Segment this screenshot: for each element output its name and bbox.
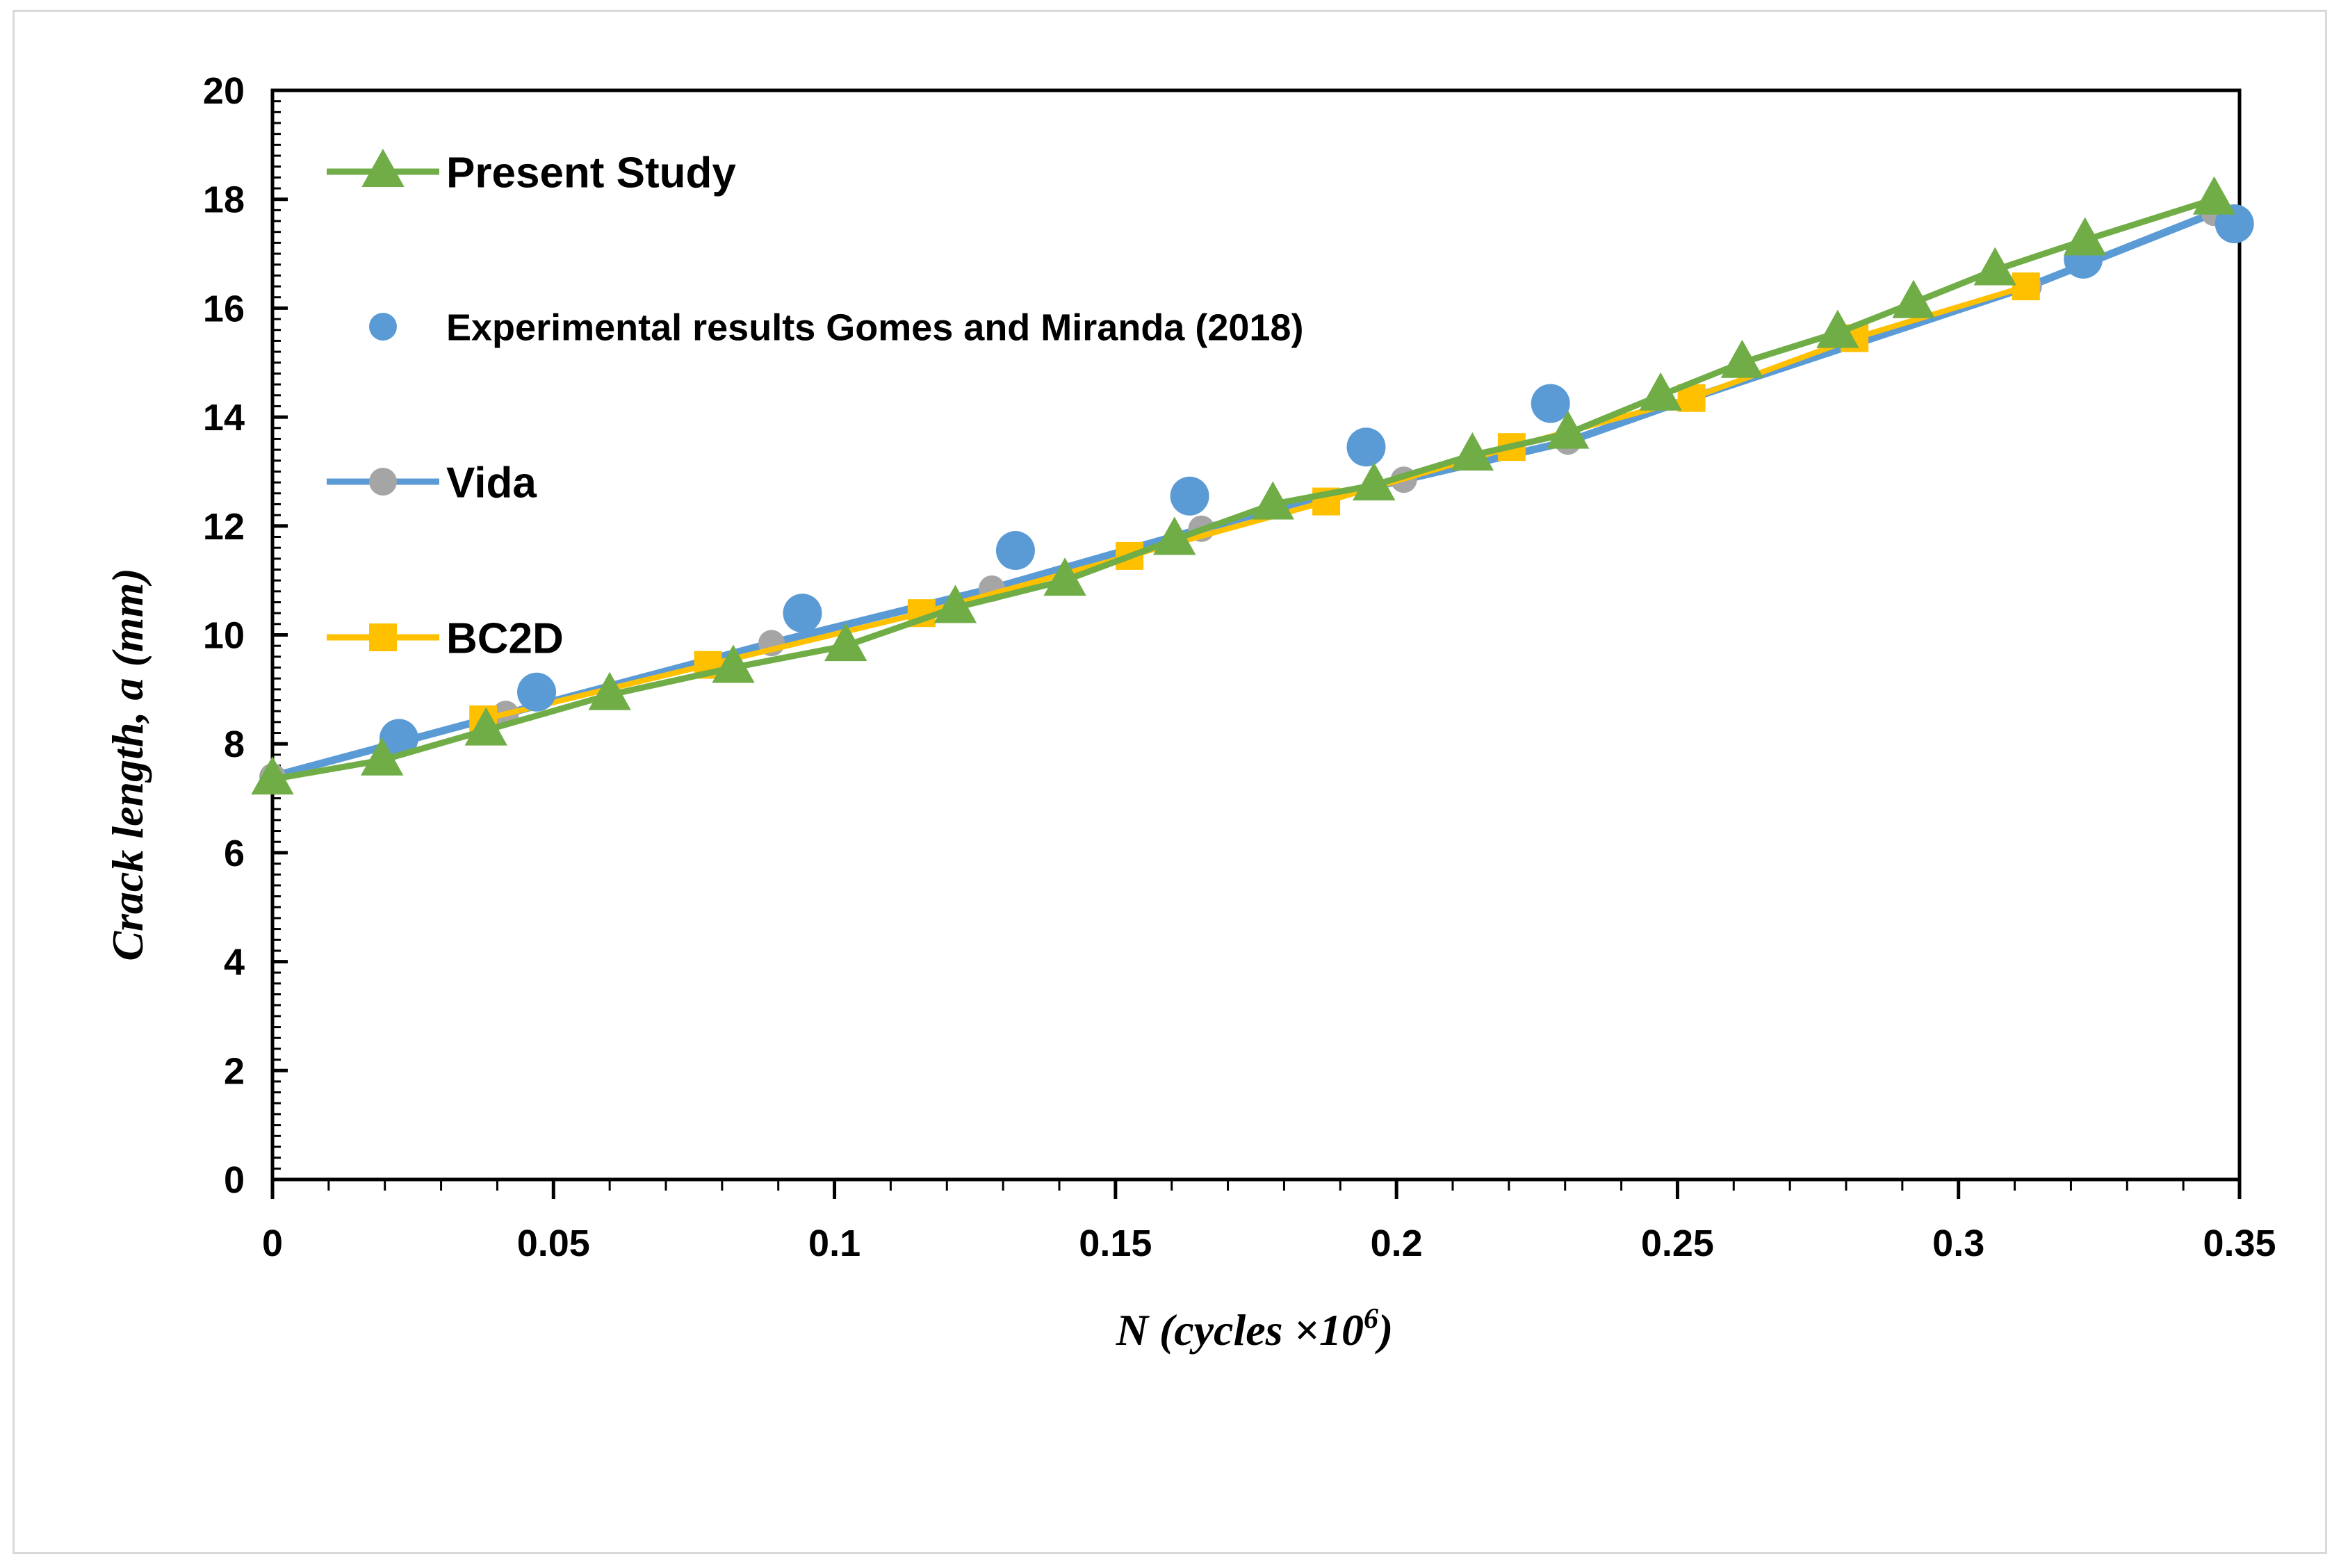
present-study-point [1892, 279, 1935, 318]
experimental-point [1346, 427, 1386, 467]
legend-marker [361, 148, 405, 187]
x-tick-label: 0.1 [808, 1223, 860, 1264]
y-axis-title: Crack length, a (mm) [103, 568, 152, 961]
plot-area-border [270, 88, 2242, 1182]
present-study-point [1720, 339, 1764, 378]
legend-marker [369, 623, 397, 651]
axes [270, 88, 2242, 1182]
present-study-point [824, 623, 867, 662]
x-tick-label: 0.2 [1371, 1223, 1423, 1264]
x-tick-label: 0.25 [1641, 1223, 1714, 1264]
present-study-point [251, 756, 294, 795]
experimental-point [783, 594, 822, 633]
series-line [272, 196, 2215, 783]
legend-label: Experimental results Gomes and Miranda (… [446, 307, 1303, 348]
y-tick-label: 6 [224, 833, 245, 874]
experimental-point [379, 719, 418, 758]
present-study-point [2192, 176, 2236, 215]
y-tick-label: 0 [224, 1159, 245, 1201]
experimental-point [1531, 384, 1570, 423]
legend: Present Study Experimental results Gomes … [327, 148, 1303, 662]
y-tick-label: 14 [203, 397, 245, 439]
y-tick-label: 16 [203, 288, 245, 329]
experimental-point [1170, 476, 1209, 516]
x-tick-label: 0.05 [517, 1223, 590, 1264]
x-axis-ticks: 0 0.05 0.1 0.15 0.2 0.25 0.3 0.35 [262, 1179, 2276, 1264]
y-tick-label: 18 [203, 179, 245, 221]
experimental-point [995, 531, 1035, 571]
present-study-point [1816, 309, 1859, 348]
y-tick-label: 4 [224, 942, 245, 983]
legend-marker [369, 313, 397, 341]
present-study-point [1639, 372, 1682, 411]
present-study-point [933, 585, 977, 623]
x-tick-label: 0 [262, 1223, 283, 1264]
y-tick-label: 12 [203, 506, 245, 548]
legend-marker [369, 468, 397, 496]
x-tick-label: 0.15 [1079, 1223, 1152, 1264]
legend-label: Vida [446, 459, 537, 507]
present-study-point [1043, 557, 1086, 596]
experimental-point [517, 672, 557, 712]
present-study-point [1547, 410, 1590, 449]
legend-item: Vida [327, 459, 537, 507]
x-tick-label: 0.3 [1932, 1223, 1984, 1264]
series-present-study [251, 176, 2236, 795]
present-study-point [1153, 516, 1196, 555]
present-study-point [1251, 481, 1294, 520]
y-tick-label: 10 [203, 615, 245, 657]
series-layer [251, 176, 2254, 795]
y-tick-label: 2 [224, 1050, 245, 1092]
legend-item: Experimental results Gomes and Miranda (… [369, 307, 1303, 348]
y-axis-ticks: 0 2 4 6 8 10 12 14 16 18 20 [203, 70, 288, 1201]
y-tick-label: 8 [224, 724, 245, 765]
legend-label: Present Study [446, 149, 736, 197]
present-study-point [712, 644, 755, 683]
present-study-point [1451, 432, 1494, 471]
legend-item: Present Study [327, 148, 736, 197]
legend-item: BC2D [327, 614, 564, 662]
present-study-point [464, 707, 507, 746]
x-tick-label: 0.35 [2203, 1223, 2276, 1264]
present-study-point [2063, 217, 2107, 256]
present-study-point [1353, 462, 1396, 501]
present-study-point [1973, 247, 2016, 286]
present-study-point [360, 737, 404, 776]
x-axis-title: N (cycles ×106) [1116, 1303, 1394, 1355]
y-tick-label: 20 [203, 70, 245, 112]
bc2d-point [2012, 272, 2040, 301]
chart-frame [13, 10, 2327, 1554]
legend-label: BC2D [446, 614, 564, 662]
present-study-point [588, 671, 631, 710]
